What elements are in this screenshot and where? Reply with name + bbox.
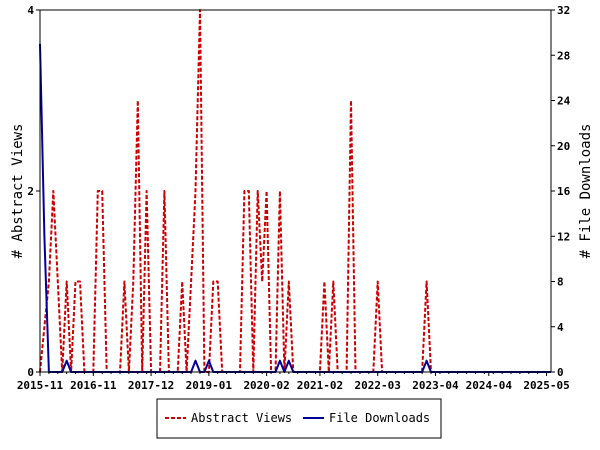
right-axis-title: # File Downloads — [578, 124, 594, 259]
left-y-axis: 0 2 4 — [27, 4, 40, 379]
right-y-axis: 0 4 8 12 16 20 24 28 32 — [551, 4, 571, 379]
x-tick-label: 2017-12 — [128, 379, 174, 392]
left-tick-label: 4 — [27, 4, 34, 17]
x-tick-label: 2022-03 — [355, 379, 401, 392]
right-tick-label: 8 — [557, 276, 564, 289]
x-tick-label: 2023-04 — [412, 379, 459, 392]
right-tick-label: 24 — [557, 95, 571, 108]
x-tick-label: 2025-05 — [523, 379, 569, 392]
x-tick-label: 2016-11 — [70, 379, 117, 392]
right-tick-label: 20 — [557, 140, 570, 153]
x-tick-label: 2019-01 — [186, 379, 233, 392]
x-tick-label: 2021-02 — [297, 379, 343, 392]
x-axis: 2015-11 2016-11 2017-12 2019-01 2020-02 2021-… — [17, 372, 570, 392]
right-tick-label: 28 — [557, 49, 570, 62]
right-tick-label: 32 — [557, 4, 570, 17]
legend-box — [156, 398, 442, 439]
legend-label-file-downloads: File Downloads — [329, 411, 430, 425]
left-tick-label: 2 — [27, 185, 34, 198]
left-axis-title: # Abstract Views — [10, 124, 26, 259]
left-tick-label: 0 — [27, 366, 34, 379]
x-tick-label: 2024-04 — [466, 379, 513, 392]
right-tick-label: 12 — [557, 230, 570, 243]
right-tick-label: 0 — [557, 366, 564, 379]
x-tick-label: 2020-02 — [243, 379, 289, 392]
legend-label-abstract-views: Abstract Views — [191, 411, 292, 425]
x-tick-label: 2015-11 — [17, 379, 64, 392]
legend: Abstract Views File Downloads — [156, 398, 442, 439]
right-tick-label: 16 — [557, 185, 571, 198]
right-tick-label: 4 — [557, 321, 564, 334]
